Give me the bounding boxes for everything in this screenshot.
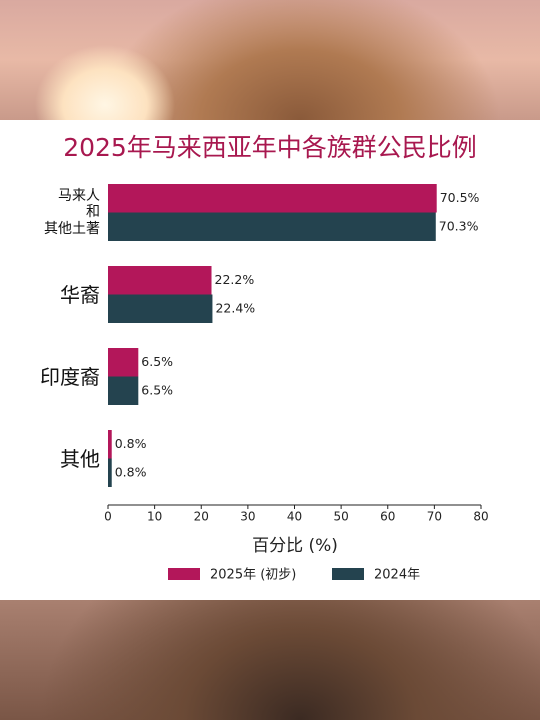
bar bbox=[108, 184, 437, 213]
x-tick-label: 80 bbox=[473, 510, 488, 524]
legend-swatch bbox=[332, 568, 364, 580]
value-label: 22.4% bbox=[215, 300, 255, 315]
value-label: 70.5% bbox=[440, 190, 480, 205]
bar bbox=[108, 458, 112, 487]
y-tick-label: 印度裔 bbox=[40, 364, 100, 389]
x-axis-label: 百分比 (%) bbox=[252, 536, 338, 556]
x-tick-label: 40 bbox=[287, 510, 302, 524]
y-tick-label: 马来人 和 其他土著 bbox=[44, 187, 100, 237]
x-tick-label: 10 bbox=[147, 510, 162, 524]
x-tick-label: 0 bbox=[104, 510, 112, 524]
x-tick-label: 30 bbox=[240, 510, 255, 524]
value-label: 0.8% bbox=[115, 436, 147, 451]
legend-label: 2024年 bbox=[374, 568, 420, 583]
value-label: 6.5% bbox=[141, 354, 173, 369]
y-tick-label: 其他 bbox=[60, 446, 100, 471]
value-label: 70.3% bbox=[439, 218, 479, 233]
value-label: 0.8% bbox=[115, 464, 147, 479]
legend-swatch bbox=[168, 568, 200, 580]
bar bbox=[108, 430, 112, 459]
x-tick-label: 70 bbox=[427, 510, 442, 524]
bar bbox=[108, 266, 212, 295]
x-tick-label: 60 bbox=[380, 510, 395, 524]
bar bbox=[108, 348, 139, 377]
x-tick-label: 20 bbox=[194, 510, 209, 524]
bar bbox=[108, 212, 436, 241]
value-label: 6.5% bbox=[141, 382, 173, 397]
legend-label: 2025年 (初步) bbox=[210, 568, 296, 583]
value-label: 22.2% bbox=[215, 272, 255, 287]
bar bbox=[108, 376, 139, 405]
y-tick-label: 华裔 bbox=[60, 282, 100, 307]
x-tick-label: 50 bbox=[333, 510, 348, 524]
chart-title: 2025年马来西亚年中各族群公民比例 bbox=[63, 133, 477, 162]
bar bbox=[108, 294, 213, 323]
